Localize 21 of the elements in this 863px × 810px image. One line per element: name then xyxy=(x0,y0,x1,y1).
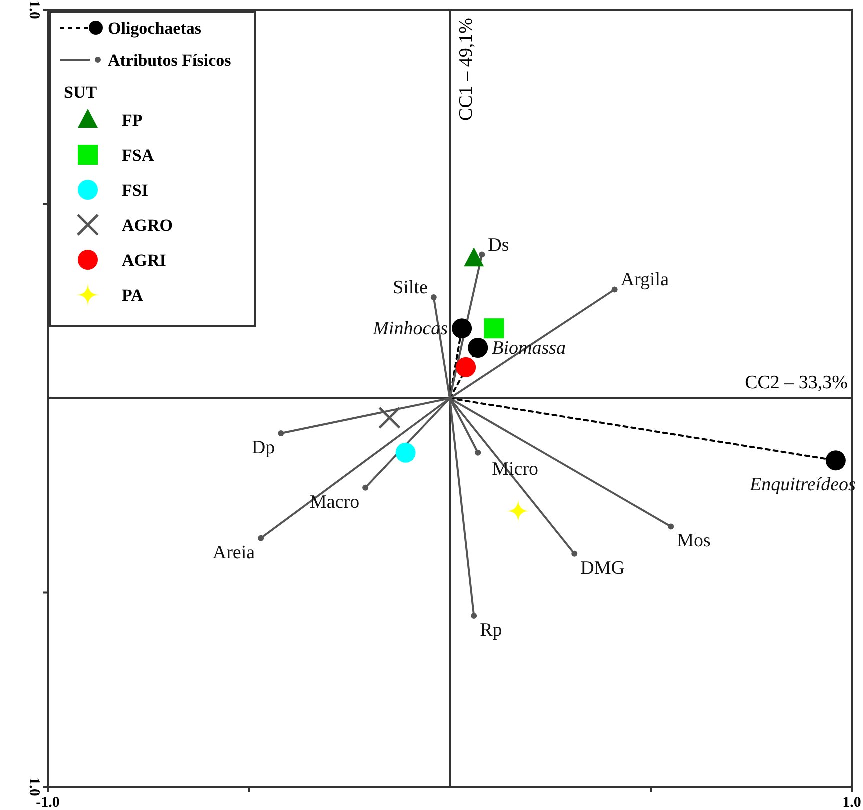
legend-label: Atributos Físicos xyxy=(108,51,232,70)
annotation: Dp xyxy=(252,437,276,458)
x-tick-label: -1.0 xyxy=(36,795,60,810)
annotation: Rp xyxy=(480,620,502,642)
y-axis-title: CC1 – 49,1% xyxy=(456,18,477,121)
annotation: Argila xyxy=(620,270,670,291)
annotation: Silte xyxy=(393,277,428,298)
annotation: Mos xyxy=(677,530,711,552)
legend-label: FSA xyxy=(122,146,155,165)
legend-label: AGRI xyxy=(122,251,167,270)
legend-label: Oligochaetas xyxy=(108,19,202,38)
annotation: Ds xyxy=(488,234,510,256)
legend-label: FP xyxy=(122,111,143,130)
annotation: DMG xyxy=(580,558,626,579)
legend-label: FSI xyxy=(122,181,149,200)
legend-label: PA xyxy=(122,286,144,305)
x-axis-title: CC2 – 33,3% xyxy=(745,372,848,394)
annotation: Macro xyxy=(310,492,360,513)
legend-title: SUT xyxy=(64,83,98,102)
legend-label: AGRO xyxy=(122,216,173,235)
annotation: Areia xyxy=(212,542,256,564)
